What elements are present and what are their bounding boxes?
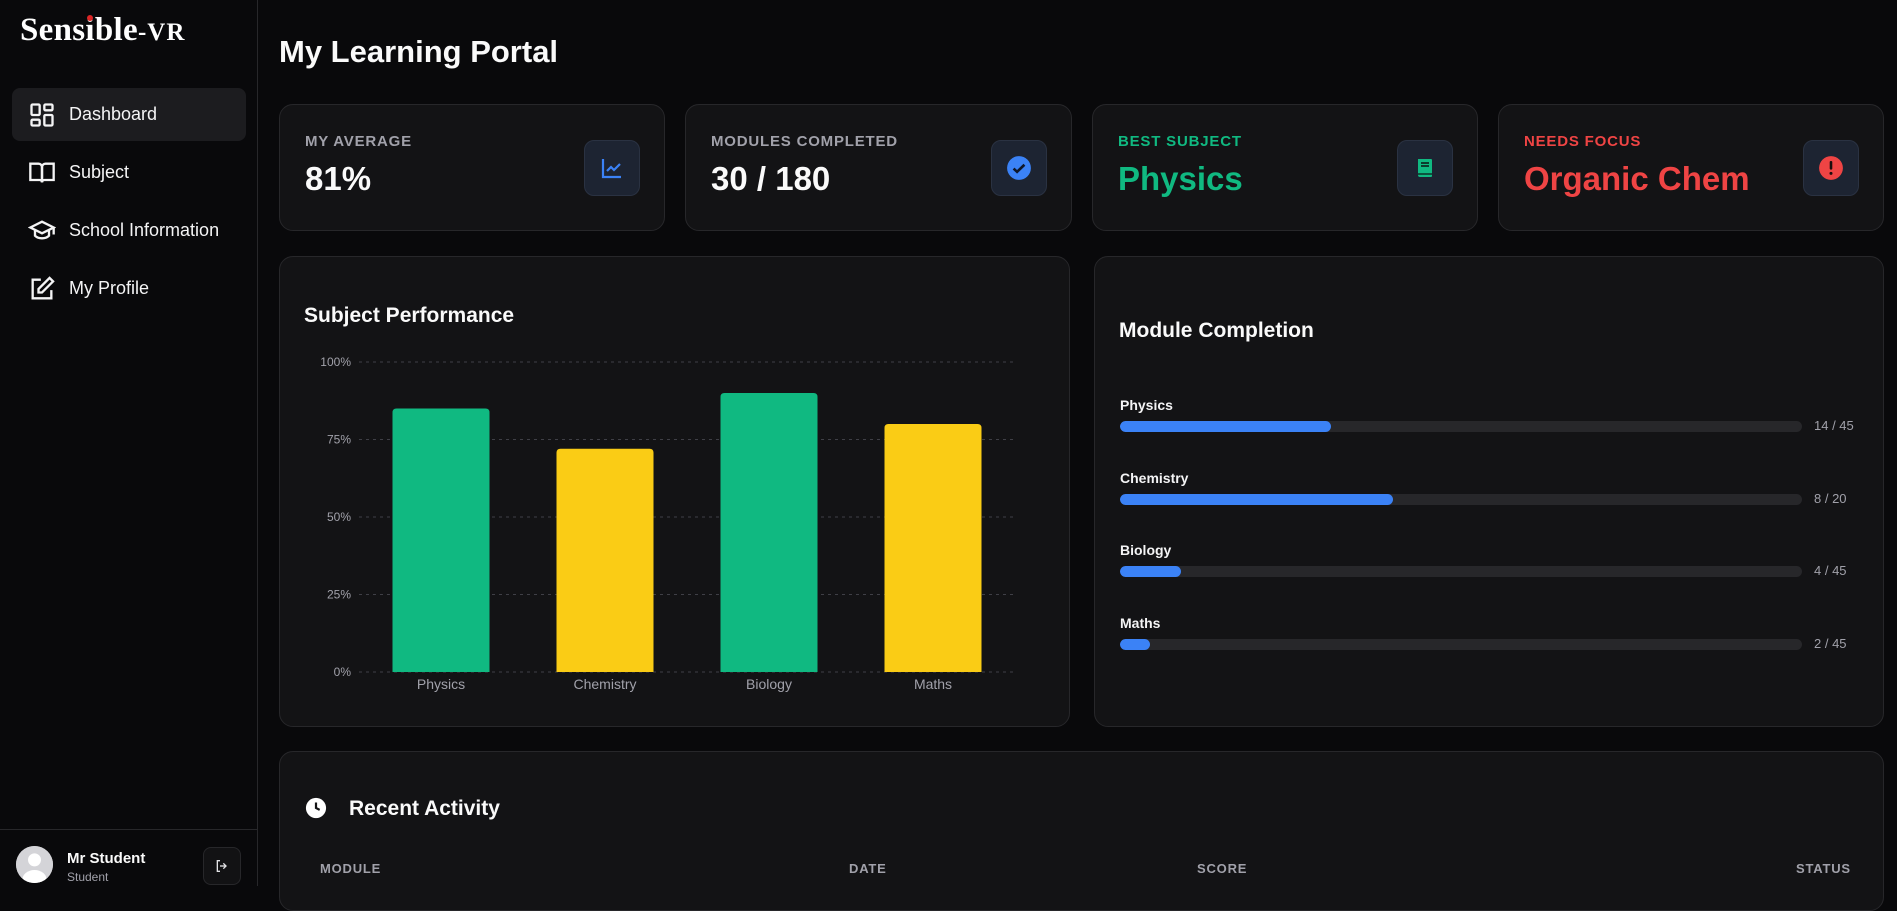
- stat-icon-box: [991, 140, 1047, 196]
- column-header-module[interactable]: MODULE: [320, 861, 382, 876]
- progress-count: 8 / 20: [1814, 490, 1847, 506]
- progress-fill: [1120, 493, 1393, 505]
- stat-value: 30 / 180: [711, 160, 831, 197]
- clock-icon: [305, 797, 327, 819]
- book-icon: [1418, 159, 1432, 177]
- progress-count: 2 / 45: [1814, 635, 1847, 651]
- subject-performance-card: Subject Performance 0% 25% 50% 75% 100% Physi…: [279, 256, 1070, 727]
- y-tick-label: 75%: [327, 433, 351, 447]
- sidebar-nav: Dashboard Subject School Information My …: [12, 88, 246, 320]
- avatar[interactable]: [16, 846, 53, 883]
- recent-activity-card: Recent Activity: [279, 751, 1884, 911]
- edit-square-icon: [31, 275, 55, 299]
- y-tick-label: 25%: [327, 588, 351, 602]
- bar-physics: [392, 408, 490, 672]
- alert-circle-icon: [1819, 156, 1843, 180]
- sidebar-item-label: Dashboard: [69, 104, 158, 124]
- user-role: Student: [67, 870, 109, 884]
- stat-icon-box: [584, 140, 640, 196]
- bar-maths: [884, 424, 982, 672]
- column-header-date[interactable]: DATE: [849, 861, 887, 876]
- logout-button[interactable]: [203, 847, 241, 885]
- card-title: Module Completion: [1119, 319, 1314, 342]
- user-name: Mr Student: [67, 850, 146, 867]
- trend-chart-icon: [601, 159, 621, 179]
- module-progress-maths: Maths 2 / 45: [1120, 614, 1847, 655]
- stat-value: 81%: [305, 160, 372, 197]
- logout-icon: [216, 860, 227, 872]
- bar-biology: [720, 393, 818, 672]
- stat-card-needs-focus: NEEDS FOCUS Organic Chem: [1498, 104, 1884, 231]
- column-header-status[interactable]: STATUS: [1796, 861, 1851, 876]
- progress-subject-label: Chemistry: [1120, 469, 1189, 486]
- progress-subject-label: Maths: [1120, 614, 1161, 631]
- open-book-icon: [29, 162, 55, 183]
- stat-card-modules: MODULES COMPLETED 30 / 180: [685, 104, 1072, 231]
- stat-label: MODULES COMPLETED: [711, 133, 898, 150]
- stat-value: Physics: [1118, 160, 1243, 197]
- progress-fill: [1120, 421, 1332, 432]
- stat-card-best-subject: BEST SUBJECT Physics: [1092, 104, 1478, 231]
- check-circle-icon: [1007, 156, 1031, 180]
- column-header-score[interactable]: SCORE: [1197, 861, 1248, 876]
- subject-performance-chart: 0% 25% 50% 75% 100% Physics Chemistry Biology Ma…: [320, 355, 1015, 692]
- stat-icon-box: [1803, 140, 1859, 196]
- x-tick-label: Physics: [417, 676, 465, 692]
- progress-count: 4 / 45: [1814, 563, 1847, 578]
- x-tick-label: Maths: [914, 676, 952, 692]
- progress-track: [1120, 638, 1802, 650]
- progress-count: 14 / 45: [1814, 418, 1854, 433]
- sidebar-item-subject[interactable]: Subject: [12, 146, 246, 199]
- user-panel: Mr Student Student: [0, 829, 258, 886]
- sidebar: Sensible-VR Dashboard Subject School Inf…: [0, 0, 258, 886]
- stat-label: BEST SUBJECT: [1118, 133, 1242, 150]
- y-tick-label: 0%: [334, 665, 352, 679]
- sidebar-item-label: My Profile: [69, 278, 150, 298]
- module-progress-biology: Biology 4 / 45: [1120, 542, 1847, 582]
- progress-subject-label: Physics: [1120, 397, 1173, 413]
- brand-logo[interactable]: Sensible-VR: [20, 12, 186, 48]
- stat-value: Organic Chem: [1524, 160, 1750, 197]
- dashboard-grid-icon: [30, 102, 54, 127]
- card-title: Subject Performance: [304, 304, 515, 327]
- y-tick-label: 100%: [320, 355, 351, 369]
- progress-track: [1120, 421, 1802, 432]
- module-progress-physics: Physics 14 / 45: [1120, 397, 1854, 437]
- x-tick-label: Chemistry: [573, 676, 636, 692]
- progress-subject-label: Biology: [1120, 542, 1172, 558]
- sidebar-item-my-profile[interactable]: My Profile: [12, 262, 246, 315]
- page-title: My Learning Portal: [279, 34, 559, 69]
- stat-icon-box: [1397, 140, 1453, 196]
- sidebar-item-dashboard[interactable]: Dashboard: [12, 88, 246, 141]
- module-completion-card: Module Completion Physics 14 / 45 Chemistr…: [1094, 256, 1884, 727]
- progress-fill: [1120, 638, 1150, 650]
- bar-chemistry: [556, 448, 654, 672]
- module-progress-chemistry: Chemistry 8 / 20: [1120, 469, 1847, 510]
- y-tick-label: 50%: [327, 510, 351, 524]
- card-title: Recent Activity: [349, 797, 500, 820]
- graduation-cap-icon: [28, 219, 56, 239]
- sidebar-item-label: School Information: [69, 220, 220, 240]
- stat-label: NEEDS FOCUS: [1524, 133, 1642, 150]
- stat-card-average: MY AVERAGE 81%: [279, 104, 665, 231]
- progress-fill: [1120, 566, 1182, 577]
- progress-track: [1120, 493, 1802, 505]
- user-silhouette-icon: [16, 846, 53, 883]
- progress-track: [1120, 566, 1802, 577]
- sidebar-item-label: Subject: [69, 162, 130, 182]
- x-tick-label: Biology: [746, 676, 792, 692]
- sidebar-item-school-information[interactable]: School Information: [12, 204, 246, 257]
- stat-label: MY AVERAGE: [305, 133, 412, 150]
